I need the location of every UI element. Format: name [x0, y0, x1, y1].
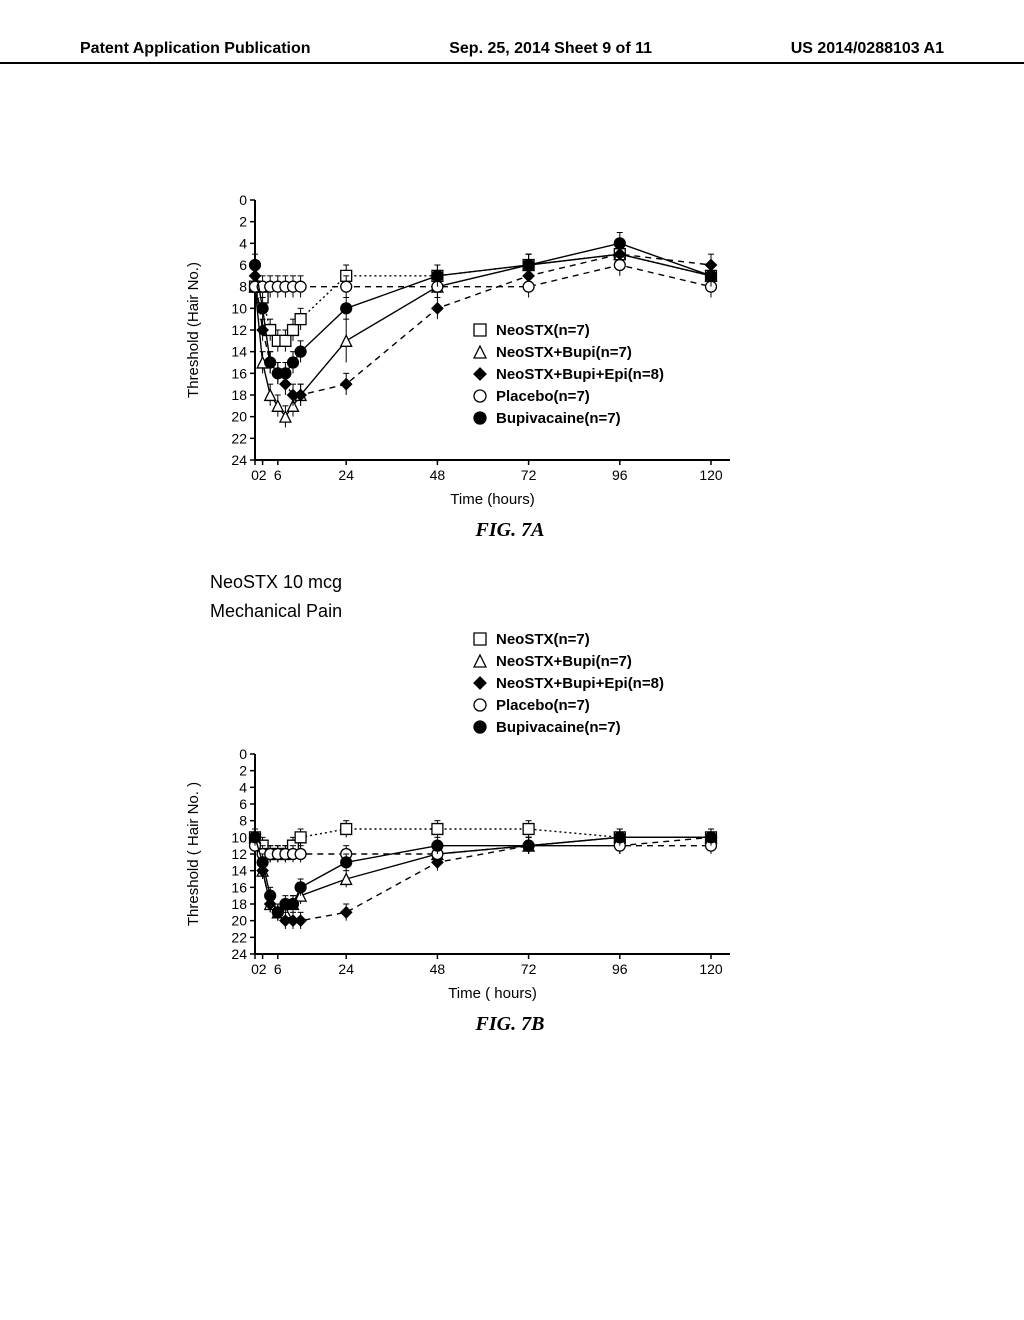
svg-text:Time (hours): Time (hours) [450, 491, 534, 508]
svg-text:10: 10 [231, 300, 247, 316]
svg-text:Threshold (Hair No.): Threshold (Hair No.) [185, 262, 202, 398]
svg-text:14: 14 [231, 863, 247, 879]
svg-text:Threshold ( Hair No. ): Threshold ( Hair No. ) [185, 782, 202, 926]
svg-text:0: 0 [239, 192, 247, 208]
svg-text:18: 18 [231, 896, 247, 912]
svg-text:20: 20 [231, 409, 247, 425]
svg-text:2: 2 [239, 214, 247, 230]
svg-text:2: 2 [239, 763, 247, 779]
figure-7b-block: 02468101214161820222402624487296120Time … [180, 624, 840, 1036]
page-header: Patent Application Publication Sep. 25, … [0, 40, 1024, 64]
svg-text:4: 4 [239, 779, 247, 795]
figure-7b-chart: 02468101214161820222402624487296120Time … [180, 624, 740, 1004]
figure-7a-chart: 02468101214161820222402624487296120Time … [180, 190, 740, 510]
svg-text:96: 96 [612, 467, 628, 483]
svg-text:14: 14 [231, 344, 247, 360]
svg-text:NeoSTX+Bupi+Epi(n=8): NeoSTX+Bupi+Epi(n=8) [496, 366, 664, 383]
svg-text:2: 2 [259, 467, 267, 483]
svg-text:6: 6 [239, 257, 247, 273]
svg-text:Placebo(n=7): Placebo(n=7) [496, 388, 590, 405]
svg-text:120: 120 [699, 467, 723, 483]
header-right: US 2014/0288103 A1 [791, 40, 944, 58]
header-left: Patent Application Publication [80, 40, 311, 58]
figure-7a-block: 02468101214161820222402624487296120Time … [180, 190, 840, 542]
svg-text:16: 16 [231, 365, 247, 381]
svg-text:10: 10 [231, 829, 247, 845]
svg-text:NeoSTX+Bupi(n=7): NeoSTX+Bupi(n=7) [496, 653, 632, 670]
svg-text:6: 6 [239, 796, 247, 812]
header-center: Sep. 25, 2014 Sheet 9 of 11 [449, 40, 652, 58]
svg-text:12: 12 [231, 322, 247, 338]
figure-7a-label: FIG. 7A [180, 519, 840, 542]
svg-text:22: 22 [231, 929, 247, 945]
svg-text:2: 2 [259, 961, 267, 977]
svg-text:72: 72 [521, 467, 537, 483]
svg-text:24: 24 [338, 961, 354, 977]
svg-text:NeoSTX(n=7): NeoSTX(n=7) [496, 631, 590, 648]
svg-text:8: 8 [239, 813, 247, 829]
svg-text:Bupivacaine(n=7): Bupivacaine(n=7) [496, 719, 621, 736]
svg-text:Time ( hours): Time ( hours) [448, 985, 537, 1002]
charts-container: 02468101214161820222402624487296120Time … [180, 190, 840, 1066]
svg-text:96: 96 [612, 961, 628, 977]
svg-text:22: 22 [231, 430, 247, 446]
svg-text:6: 6 [274, 467, 282, 483]
svg-text:NeoSTX+Bupi(n=7): NeoSTX+Bupi(n=7) [496, 344, 632, 361]
svg-text:72: 72 [521, 961, 537, 977]
figure-7b-label: FIG. 7B [180, 1013, 840, 1036]
svg-text:6: 6 [274, 961, 282, 977]
svg-text:NeoSTX+Bupi+Epi(n=8): NeoSTX+Bupi+Epi(n=8) [496, 675, 664, 692]
svg-text:Bupivacaine(n=7): Bupivacaine(n=7) [496, 410, 621, 427]
figure-7b-title1: NeoSTX 10 mcg [210, 572, 840, 593]
svg-text:4: 4 [239, 235, 247, 251]
svg-text:0: 0 [239, 746, 247, 762]
figure-7b-titles: NeoSTX 10 mcg Mechanical Pain [180, 572, 840, 622]
svg-text:18: 18 [231, 387, 247, 403]
svg-text:48: 48 [430, 467, 446, 483]
svg-text:24: 24 [338, 467, 354, 483]
svg-text:8: 8 [239, 279, 247, 295]
svg-text:24: 24 [231, 946, 247, 962]
figure-7b-title2: Mechanical Pain [210, 601, 840, 622]
svg-text:20: 20 [231, 913, 247, 929]
svg-text:120: 120 [699, 961, 723, 977]
svg-text:24: 24 [231, 452, 247, 468]
svg-text:48: 48 [430, 961, 446, 977]
svg-text:Placebo(n=7): Placebo(n=7) [496, 697, 590, 714]
svg-text:12: 12 [231, 846, 247, 862]
svg-text:NeoSTX(n=7): NeoSTX(n=7) [496, 322, 590, 339]
svg-text:16: 16 [231, 879, 247, 895]
